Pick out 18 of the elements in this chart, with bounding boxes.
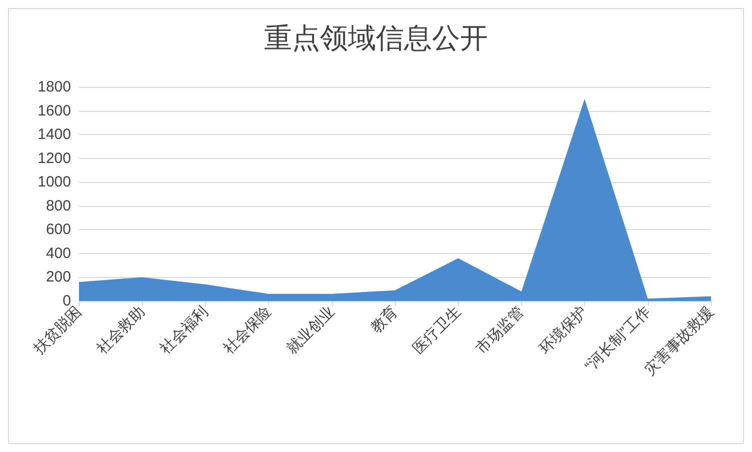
- x-tick-label: 医疗卫生: [410, 302, 464, 358]
- x-tick-label: 环境保护: [536, 302, 591, 358]
- x-tick-label: 社会保险: [220, 302, 275, 358]
- x-tick-label: 市场监管: [472, 302, 528, 358]
- y-tick-label: 1800: [38, 78, 71, 96]
- y-tick-label: 1600: [38, 102, 71, 120]
- y-tick-label: 800: [46, 197, 71, 214]
- y-tick-label: 1000: [38, 174, 71, 191]
- x-tick-label: 社会救助: [94, 302, 148, 358]
- y-tick-label: 1200: [38, 150, 71, 167]
- x-tick-label: 社会福利: [156, 302, 212, 358]
- y-tick-label: 600: [46, 221, 71, 238]
- x-tick-label: 就业创业: [283, 302, 338, 358]
- y-tick-label: 200: [46, 268, 71, 286]
- chart-title: 重点领域信息公开: [264, 22, 488, 54]
- y-tick-label: 400: [46, 244, 71, 262]
- x-tick-label: 教育: [368, 302, 402, 336]
- y-tick-label: 1400: [38, 126, 71, 144]
